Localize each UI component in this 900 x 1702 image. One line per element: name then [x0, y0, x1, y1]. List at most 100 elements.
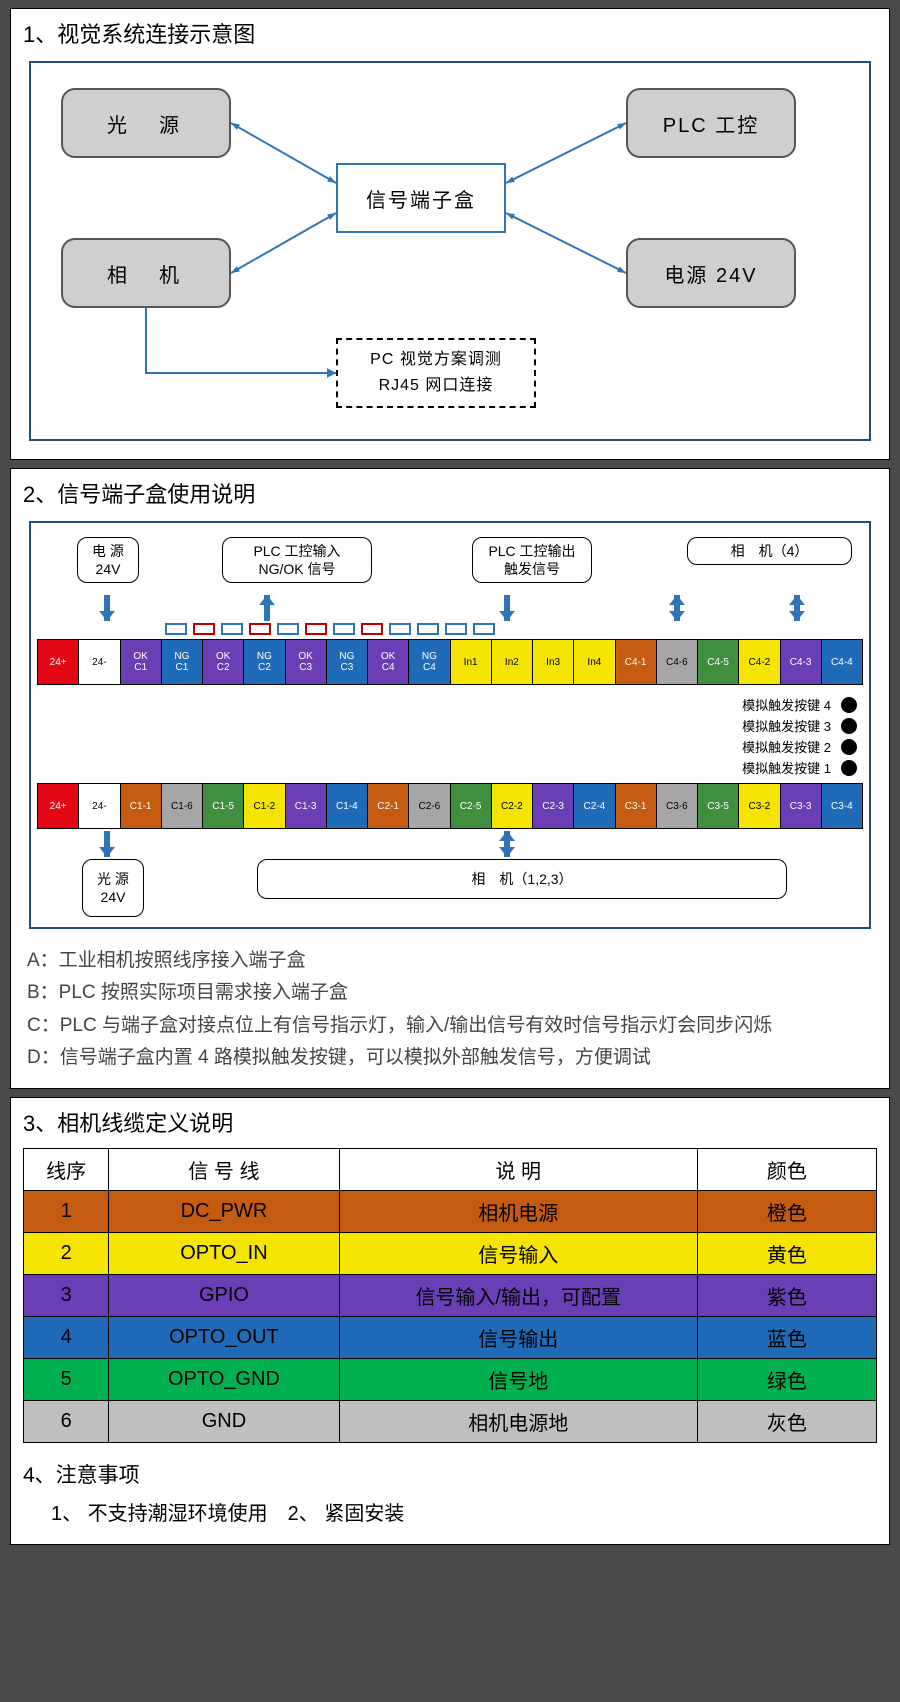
top-label-0: 电 源24V [77, 537, 139, 583]
row1-term-2: OKC1 [121, 640, 162, 684]
section-1-title: 1、视觉系统连接示意图 [11, 9, 889, 53]
row1-term-6: OKC3 [286, 640, 327, 684]
row1-term-9: NGC4 [409, 640, 450, 684]
col-header-0: 线序 [24, 1149, 109, 1191]
row2-term-16: C3-5 [698, 784, 739, 828]
led-3 [249, 623, 271, 635]
cell-4-0: 5 [24, 1359, 109, 1401]
led-1 [193, 623, 215, 635]
cell-0-2: 相机电源 [339, 1191, 697, 1233]
sim-dot-1 [841, 718, 857, 734]
cell-1-1: OPTO_IN [109, 1233, 339, 1275]
row2-term-9: C2-6 [409, 784, 450, 828]
top-label-2: PLC 工控输出触发信号 [472, 537, 592, 583]
cell-5-2: 相机电源地 [339, 1401, 697, 1443]
led-11 [473, 623, 495, 635]
node-power: 电源 24V [626, 238, 796, 308]
section-2: 2、信号端子盒使用说明 电 源24V PLC 工控输入NG/OK 信号 PLC 工控… [10, 468, 890, 1089]
cell-4-3: 绿色 [697, 1359, 876, 1401]
led-6 [333, 623, 355, 635]
node-center: 信号端子盒 [336, 163, 506, 233]
cell-5-0: 6 [24, 1401, 109, 1443]
sim-dot-3 [841, 760, 857, 776]
top-label-row: 电 源24VPLC 工控输入NG/OK 信号PLC 工控输出触发信号相 机（4） [37, 537, 863, 593]
cell-2-1: GPIO [109, 1275, 339, 1317]
row2-term-6: C1-3 [286, 784, 327, 828]
row2-term-17: C3-2 [739, 784, 780, 828]
bottom-arrows [37, 829, 863, 859]
note-line-2: C：PLC 与端子盒对接点位上有信号指示灯，输入/输出信号有效时信号指示灯会同步… [27, 1010, 873, 1042]
cell-3-0: 4 [24, 1317, 109, 1359]
sim-label-3: 模拟触发按键 1 [742, 758, 831, 777]
row1-term-8: OKC4 [368, 640, 409, 684]
row2-term-15: C3-6 [657, 784, 698, 828]
row2-term-2: C1-1 [121, 784, 162, 828]
row1-term-10: In1 [451, 640, 492, 684]
sim-label-2: 模拟触发按键 2 [742, 737, 831, 756]
row2-term-5: C1-2 [244, 784, 285, 828]
section-2-notes: A：工业相机按照线序接入端子盒B：PLC 按照实际项目需求接入端子盒C：PLC … [11, 941, 889, 1088]
row1-term-19: C4-4 [822, 640, 862, 684]
row2-term-19: C3-4 [822, 784, 862, 828]
note-line-1: B：PLC 按照实际项目需求接入端子盒 [27, 977, 873, 1009]
section-4-items: 1、 不支持潮湿环境使用 2、 紧固安装 [11, 1493, 889, 1544]
table-row: 4OPTO_OUT信号输出蓝色 [24, 1317, 877, 1359]
sim-line-1: 模拟触发按键 3 [627, 716, 857, 735]
node-light: 光 源 [61, 88, 231, 158]
led-2 [221, 623, 243, 635]
led-10 [445, 623, 467, 635]
table-row: 5OPTO_GND信号地绿色 [24, 1359, 877, 1401]
row1-term-3: NGC1 [162, 640, 203, 684]
bottom-label-0: 光 源24V [82, 859, 144, 917]
row1-term-5: NGC2 [244, 640, 285, 684]
sim-dot-2 [841, 739, 857, 755]
row1-term-18: C4-3 [781, 640, 822, 684]
cell-2-0: 3 [24, 1275, 109, 1317]
col-header-3: 颜色 [697, 1149, 876, 1191]
cell-0-0: 1 [24, 1191, 109, 1233]
row2-term-1: 24- [79, 784, 120, 828]
led-8 [389, 623, 411, 635]
table-row: 2OPTO_IN信号输入黄色 [24, 1233, 877, 1275]
cell-3-1: OPTO_OUT [109, 1317, 339, 1359]
sim-dot-0 [841, 697, 857, 713]
sim-label-0: 模拟触发按键 4 [742, 695, 831, 714]
led-7 [361, 623, 383, 635]
cell-5-1: GND [109, 1401, 339, 1443]
node-plc: PLC 工控 [626, 88, 796, 158]
row2-term-12: C2-3 [533, 784, 574, 828]
cell-2-2: 信号输入/输出，可配置 [339, 1275, 697, 1317]
row1-term-7: NGC3 [327, 640, 368, 684]
row2-term-10: C2-5 [451, 784, 492, 828]
section-2-title: 2、信号端子盒使用说明 [11, 469, 889, 513]
cell-3-2: 信号输出 [339, 1317, 697, 1359]
cell-1-0: 2 [24, 1233, 109, 1275]
sim-line-0: 模拟触发按键 4 [627, 695, 857, 714]
cell-2-3: 紫色 [697, 1275, 876, 1317]
row1-term-11: In2 [492, 640, 533, 684]
led-indicator-row [165, 623, 863, 635]
terminal-row-1: 24+24-OKC1NGC1OKC2NGC2OKC3NGC3OKC4NGC4In… [37, 639, 863, 685]
table-row: 6GND相机电源地灰色 [24, 1401, 877, 1443]
cable-table: 线序信 号 线说 明颜色1DC_PWR相机电源橙色2OPTO_IN信号输入黄色3… [23, 1148, 877, 1443]
row2-term-4: C1-5 [203, 784, 244, 828]
cell-1-2: 信号输入 [339, 1233, 697, 1275]
led-5 [305, 623, 327, 635]
flow-diagram-frame: 光 源相 机信号端子盒PLC 工控电源 24VPC 视觉方案调测RJ45 网口连… [29, 61, 871, 441]
cell-4-2: 信号地 [339, 1359, 697, 1401]
cell-0-3: 橙色 [697, 1191, 876, 1233]
row1-term-13: In4 [574, 640, 615, 684]
row1-term-14: C4-1 [616, 640, 657, 684]
sim-line-3: 模拟触发按键 1 [627, 758, 857, 777]
bottom-arrow-row [37, 829, 863, 859]
top-arrows [37, 593, 863, 623]
row1-term-17: C4-2 [739, 640, 780, 684]
row1-term-0: 24+ [38, 640, 79, 684]
bottom-label-row: 光 源24V相 机（1,2,3） [37, 859, 863, 913]
sim-label-1: 模拟触发按键 3 [742, 716, 831, 735]
top-label-1: PLC 工控输入NG/OK 信号 [222, 537, 372, 583]
row2-term-3: C1-6 [162, 784, 203, 828]
sim-button-list: 模拟触发按键 4 模拟触发按键 3 模拟触发按键 2 模拟触发按键 1 [627, 695, 857, 777]
terminal-row-2: 24+24-C1-1C1-6C1-5C1-2C1-3C1-4C2-1C2-6C2… [37, 783, 863, 829]
sim-line-2: 模拟触发按键 2 [627, 737, 857, 756]
